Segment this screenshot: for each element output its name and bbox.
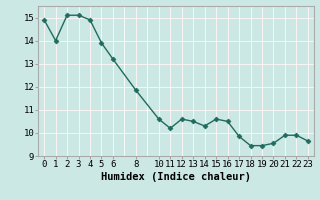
X-axis label: Humidex (Indice chaleur): Humidex (Indice chaleur) [101,172,251,182]
